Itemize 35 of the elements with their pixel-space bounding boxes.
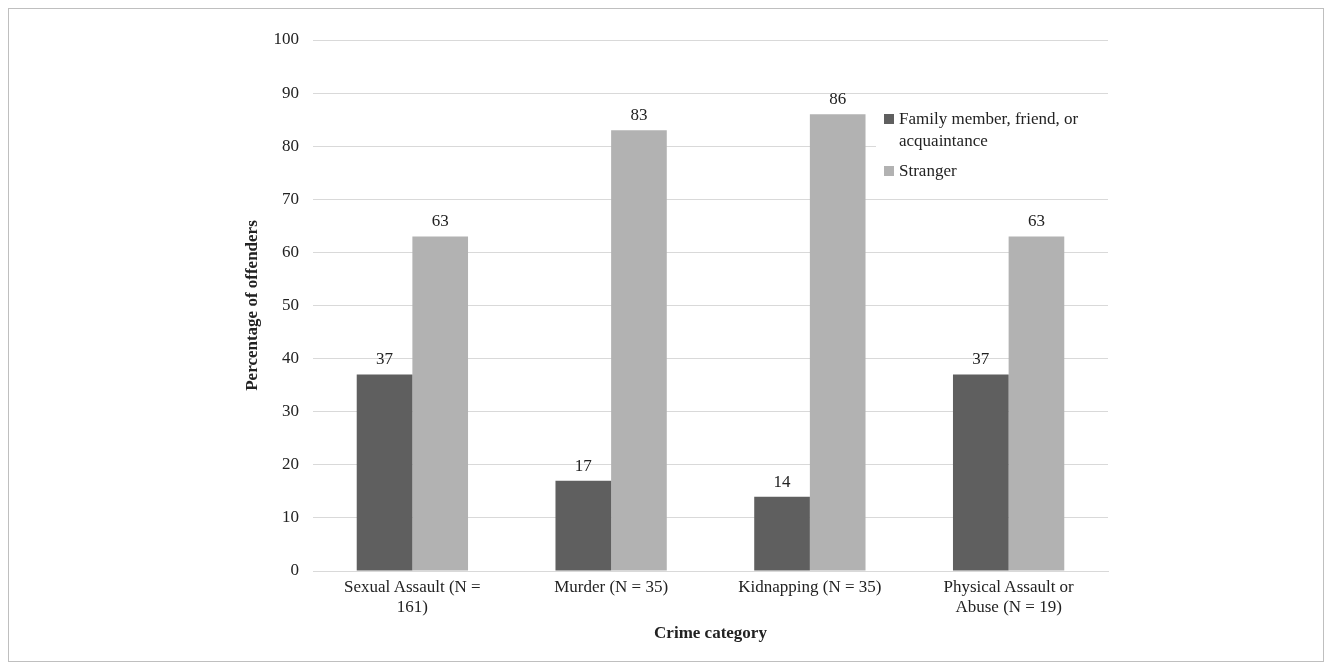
legend-label: Stranger <box>899 160 957 182</box>
y-tick-label: 100 <box>273 29 299 49</box>
y-tick-label: 60 <box>282 241 299 261</box>
x-axis-title: Crime category <box>654 623 768 643</box>
bar <box>754 496 810 571</box>
data-label: 37 <box>376 349 394 369</box>
y-tick-label: 80 <box>282 135 299 155</box>
y-tick-label: 30 <box>282 401 299 421</box>
data-label: 14 <box>773 471 792 491</box>
bar <box>1008 236 1065 571</box>
y-axis-title: Percentage of offenders <box>241 219 261 391</box>
data-label: 37 <box>972 349 990 369</box>
y-tick-label: 70 <box>282 188 299 208</box>
x-tick-label: Physical Assault or Abuse (N = 19) <box>943 576 1075 617</box>
y-tick-label: 50 <box>282 294 299 314</box>
y-tick-label: 10 <box>282 507 299 527</box>
bar <box>952 374 1009 571</box>
data-label: 63 <box>431 211 449 231</box>
data-label: 86 <box>829 89 847 109</box>
data-label: 63 <box>1027 211 1045 231</box>
legend-label: Family member, friend, or acquaintance <box>899 108 1080 152</box>
bar <box>555 480 612 571</box>
data-label: 17 <box>574 455 593 475</box>
x-tick-label: Murder (N = 35) <box>554 576 669 596</box>
data-label: 83 <box>630 105 648 125</box>
y-tick-label: 20 <box>282 454 299 474</box>
x-tick-label: Kidnapping (N = 35) <box>738 576 882 596</box>
bar <box>809 114 866 571</box>
y-tick-label: 90 <box>282 82 299 102</box>
y-tick-label: 0 <box>290 560 299 580</box>
y-tick-label: 40 <box>282 348 299 368</box>
x-tick-label: Sexual Assault (N = 161) <box>344 576 481 617</box>
bar <box>611 130 667 571</box>
bar <box>356 374 413 571</box>
bar <box>412 236 469 571</box>
